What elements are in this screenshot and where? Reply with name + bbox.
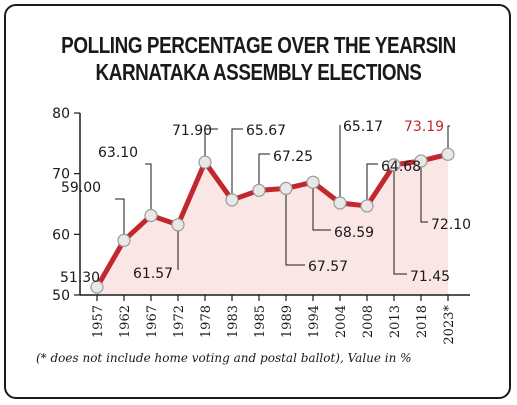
data-point <box>360 199 374 213</box>
x-tick-label: 2008 <box>361 305 376 338</box>
leader-line <box>231 128 243 200</box>
data-point <box>387 158 401 172</box>
leader-line <box>285 188 305 266</box>
data-point <box>279 181 293 196</box>
data-label: 71.45 <box>410 269 450 285</box>
data-label: 73.19 <box>404 119 444 135</box>
x-tick-label: 1994 <box>307 305 322 338</box>
data-label: 65.17 <box>343 119 383 135</box>
leader-line <box>312 182 331 231</box>
y-tick-label: 50 <box>52 288 70 304</box>
y-tick-label: 60 <box>52 227 70 243</box>
leader-line <box>393 164 407 275</box>
data-label: 72.10 <box>431 217 471 233</box>
data-label: 61.57 <box>133 266 173 282</box>
x-tick-label: 2013 <box>388 305 403 338</box>
data-label: 67.57 <box>308 259 348 275</box>
data-label: 64.68 <box>381 159 421 175</box>
data-point <box>333 196 347 210</box>
x-tick-label: 1962 <box>118 305 133 338</box>
data-point <box>198 155 212 169</box>
data-point <box>117 233 131 247</box>
x-tick-label: 1967 <box>145 305 160 338</box>
leader-line <box>145 163 152 216</box>
data-label: 59.00 <box>61 180 101 196</box>
data-point <box>441 147 455 161</box>
leader-line <box>366 163 378 206</box>
data-point <box>306 175 320 189</box>
x-tick-label: 1972 <box>172 305 187 338</box>
x-tick-label: 1983 <box>226 305 241 338</box>
leader-line <box>447 125 450 155</box>
x-tick-label: 2023* <box>442 305 457 345</box>
x-tick-label: 1985 <box>253 305 268 338</box>
x-tick-label: 1978 <box>199 305 214 338</box>
leader-line <box>420 160 428 223</box>
area-fill <box>97 154 448 295</box>
data-label: 67.25 <box>273 149 313 165</box>
data-point <box>225 193 239 207</box>
data-point <box>252 183 266 197</box>
data-label: 71.90 <box>172 123 212 139</box>
data-point <box>414 154 428 168</box>
leader-line <box>258 153 270 191</box>
y-tick-label: 70 <box>52 167 70 183</box>
data-label: 68.59 <box>334 225 374 241</box>
x-tick-label: 2018 <box>415 305 430 338</box>
x-tick-label: 1957 <box>91 305 106 338</box>
x-tick-label: 1989 <box>280 305 295 338</box>
leader-line <box>115 198 125 241</box>
data-label: 65.67 <box>246 123 286 139</box>
data-label: 51.30 <box>60 270 100 286</box>
data-point <box>144 208 158 223</box>
chart-footnote: (* does not include home voting and post… <box>36 351 412 365</box>
x-tick-label: 2004 <box>334 305 349 338</box>
data-label: 63.10 <box>98 145 138 161</box>
chart-title-line-2: KARNATAKA ASSEMBLY ELECTIONS <box>95 59 422 85</box>
y-tick-label: 80 <box>52 106 70 122</box>
leader-line <box>204 128 218 163</box>
data-point <box>90 280 104 294</box>
chart-title-line-1: POLLING PERCENTAGE OVER THE YEARSIN <box>61 32 456 58</box>
data-point <box>171 218 185 232</box>
